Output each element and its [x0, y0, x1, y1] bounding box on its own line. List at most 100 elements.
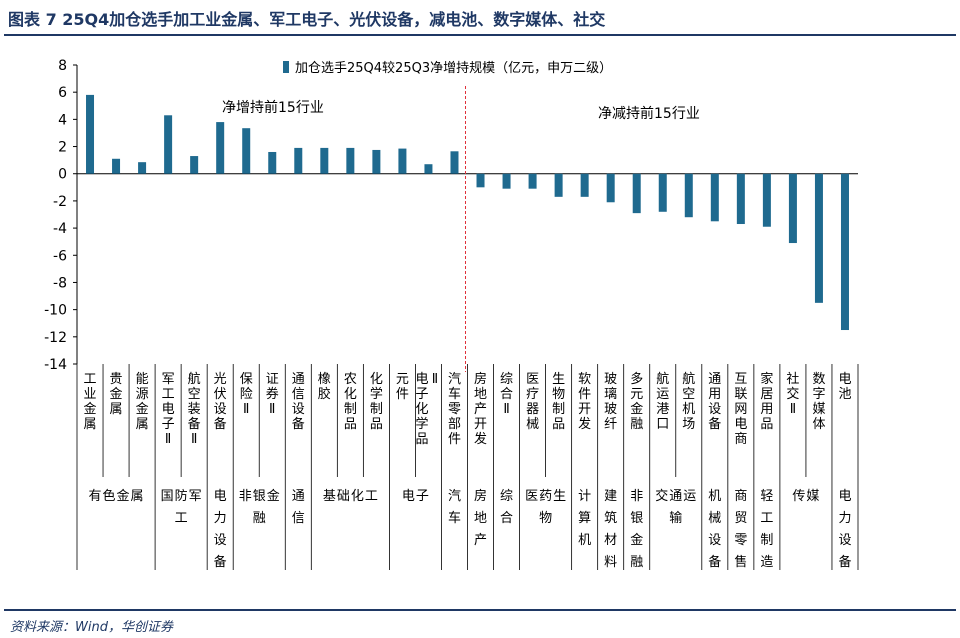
category-label: 航空机场: [682, 371, 695, 432]
bar: [528, 173, 537, 189]
category-label: 综合 Ⅱ: [500, 372, 513, 417]
category-label: 软件开发: [578, 372, 591, 432]
group-label: 非银金融: [630, 489, 643, 570]
category-label: 橡胶: [318, 372, 331, 402]
bar: [580, 173, 589, 197]
bar: [684, 173, 693, 218]
bar: [164, 115, 173, 174]
category-label: 通用设备: [708, 372, 721, 432]
bar: [294, 147, 303, 174]
bar: [242, 128, 251, 174]
y-tick-label: 2: [58, 140, 67, 156]
bar: [788, 173, 797, 244]
category-label: 生物制品: [552, 372, 565, 432]
bar: [86, 94, 95, 174]
y-tick-label: -10: [44, 303, 67, 319]
bar: [268, 151, 277, 174]
category-label: 玻璃玻纤: [604, 372, 617, 432]
group-label: 建筑材料: [604, 489, 617, 570]
group-label: 综合: [500, 489, 513, 526]
group-label: 国防军工: [161, 488, 202, 526]
category-label: 元件: [396, 372, 409, 402]
y-tick-label: 8: [58, 58, 67, 74]
group-label: 机械设备: [708, 489, 721, 570]
bar: [216, 122, 225, 174]
category-label: 军工电子 Ⅱ: [162, 372, 175, 447]
bar: [554, 173, 563, 197]
category-label: 互联网电商: [734, 372, 747, 447]
category-label: 电子化学品Ⅱ: [415, 372, 438, 447]
y-tick-label: -6: [53, 248, 67, 264]
group-label: 商贸零售: [734, 489, 747, 570]
y-tick-label: -8: [53, 275, 67, 291]
y-tick-label: 4: [58, 112, 67, 128]
group-label: 基础化工: [323, 489, 378, 504]
category-label: 保险 Ⅱ: [240, 372, 253, 417]
category-label: 汽车零部件: [448, 372, 461, 447]
group-label: 电力设备: [838, 489, 851, 570]
group-label: 传媒: [792, 489, 819, 504]
bar: [320, 147, 329, 174]
group-label: 计算机: [578, 489, 591, 548]
annotation-right: 净减持前15行业: [598, 105, 700, 122]
y-tick-label: 6: [58, 85, 67, 101]
bar: [138, 162, 147, 174]
category-label: 房地产开发: [474, 371, 487, 447]
bar: [814, 173, 823, 303]
bar: [658, 173, 667, 212]
category-label: 贵金属: [110, 372, 123, 417]
category-label: 家居用品: [760, 371, 773, 432]
y-tick-label: -12: [44, 330, 67, 346]
category-label: 社交 Ⅱ: [786, 371, 799, 417]
category-label: 电池: [838, 372, 851, 402]
bar: [112, 158, 121, 174]
bar: [476, 173, 485, 188]
bar: [346, 147, 355, 174]
group-label: 轻工制造: [760, 489, 773, 570]
group-label: 通信: [292, 489, 305, 526]
group-label: 交通运输: [655, 488, 696, 526]
bar: [736, 173, 745, 225]
title-rule: [4, 34, 956, 36]
bar: [710, 173, 719, 222]
annotation-left: 净增持前15行业: [222, 99, 324, 116]
category-label: 化学制品: [370, 372, 383, 432]
chart-title: 图表 7 25Q4加仓选手加工业金属、军工电子、光伏设备，减电池、数字媒体、社交: [8, 10, 606, 29]
category-label: 能源金属: [136, 372, 149, 432]
y-tick-label: -14: [44, 357, 67, 373]
category-label: 多元金融: [630, 371, 643, 432]
y-tick-label: -4: [53, 221, 67, 237]
bar: [632, 173, 641, 214]
group-label: 电子: [402, 489, 429, 504]
bar: [372, 149, 381, 174]
legend-label: 加仓选手25Q4较25Q3净增持规模（亿元，申万二级）: [295, 61, 612, 76]
group-label: 电力设备: [214, 489, 227, 570]
bar: [398, 148, 407, 174]
bar: [450, 151, 459, 174]
source-note: 资料来源：Wind，华创证券: [10, 620, 173, 635]
group-label: 汽车: [448, 489, 461, 526]
category-label: 工业金属: [84, 372, 97, 432]
group-label: 非银金融: [239, 488, 280, 526]
bar: [606, 173, 615, 203]
source-rule: [4, 609, 956, 611]
bar: [502, 173, 511, 189]
category-label: 航空装备 Ⅱ: [188, 371, 201, 447]
legend-swatch: [283, 61, 289, 73]
y-tick-label: -2: [53, 194, 67, 210]
group-label: 医药生物: [525, 489, 566, 526]
category-label: 农化制品: [344, 372, 357, 432]
bar: [424, 164, 433, 174]
category-label: 医疗器械: [526, 372, 539, 432]
group-label: 房地产: [474, 488, 487, 548]
category-label: 航运港口: [656, 371, 669, 432]
category-label: 数字媒体: [812, 372, 825, 432]
category-label: 通信设备: [292, 372, 305, 432]
bar: [762, 173, 771, 227]
y-tick-label: 0: [58, 167, 67, 183]
category-label: 证券 Ⅱ: [266, 372, 279, 417]
category-label: 光伏设备: [214, 372, 227, 432]
bar: [840, 173, 849, 331]
group-label: 有色金属: [89, 488, 144, 504]
